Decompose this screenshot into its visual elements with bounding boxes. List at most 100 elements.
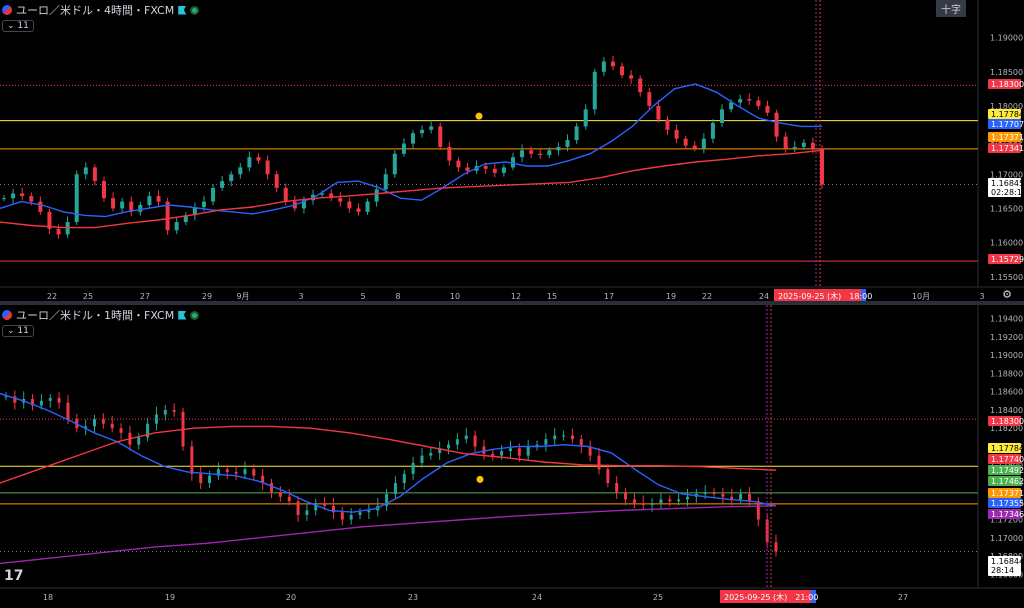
candle-body <box>320 193 325 195</box>
candle-body <box>526 446 530 456</box>
candle-body <box>129 201 134 212</box>
candle-body <box>243 469 247 474</box>
candle-body <box>220 181 225 188</box>
candle-body <box>703 492 707 494</box>
price-tick-label: 1.16500 <box>990 204 1023 213</box>
event-marker-icon <box>476 475 484 483</box>
candle-body <box>747 99 752 101</box>
time-badge-label: 2025-09-25 (木) 21:00 <box>724 592 818 602</box>
pane-divider[interactable] <box>0 301 1024 305</box>
candle-body <box>163 409 167 415</box>
top-chart-panel[interactable]: 1.155001.160001.165001.170001.175001.180… <box>0 0 1024 301</box>
candle-body <box>411 133 415 144</box>
candle-body <box>13 396 17 403</box>
candle-body <box>172 409 176 412</box>
chart-1h[interactable]: 1.166001.168001.170001.172001.174001.176… <box>0 305 1024 608</box>
price-axis-badge <box>988 119 1021 129</box>
candle-body <box>574 126 579 141</box>
time-tick-label: 19 <box>165 593 175 602</box>
bookmark-icon[interactable] <box>178 310 187 320</box>
time-badge <box>720 590 811 603</box>
price-axis-badge <box>988 476 1021 486</box>
candle-body <box>74 174 79 223</box>
candle-body <box>447 444 451 449</box>
candle-body <box>347 201 352 209</box>
volume-toggle[interactable]: ⌄ 11 <box>2 325 34 337</box>
candle-body <box>296 501 300 515</box>
candle-body <box>465 167 470 171</box>
settings-icon[interactable]: ⚙ <box>1002 288 1012 301</box>
candle-body <box>647 92 652 106</box>
chart-title[interactable]: ユーロ／米ドル・1時間・FXCM <box>16 309 175 322</box>
candle-body <box>323 503 327 506</box>
time-badge <box>774 289 861 301</box>
time-tick-label: 12 <box>511 292 521 301</box>
price-tick-label: 1.18000 <box>990 102 1023 111</box>
candle-body <box>529 150 534 154</box>
candle-body <box>402 473 406 484</box>
candle-body <box>329 193 334 199</box>
candle-body <box>482 446 486 454</box>
candle-body <box>138 205 143 212</box>
candle-body <box>438 448 442 453</box>
candle-body <box>538 153 543 156</box>
candle-body <box>287 496 291 502</box>
bottom-chart-panel[interactable]: 1.166001.168001.170001.172001.174001.176… <box>0 305 1024 608</box>
time-tick-label: 9月 <box>236 292 249 301</box>
candle-body <box>120 201 125 209</box>
candle-body <box>632 499 636 504</box>
time-tick-label: 5 <box>360 292 365 301</box>
price-tick-label: 1.17000 <box>990 534 1023 543</box>
candle-body <box>429 126 434 130</box>
candle-body <box>156 196 161 202</box>
candle-body <box>491 453 495 456</box>
candle-body <box>774 542 778 552</box>
moving-average-line <box>0 505 777 565</box>
time-badge-edge <box>861 289 866 301</box>
candle-body <box>338 198 343 202</box>
candle-body <box>48 398 52 401</box>
candle-body <box>201 201 206 208</box>
candle-body <box>656 105 661 120</box>
price-axis-badge-label: 1.17371 <box>991 133 1024 142</box>
symbol-flag-icon <box>2 5 12 15</box>
candle-body <box>588 446 592 456</box>
price-axis-badge <box>988 109 1021 119</box>
candle-body <box>650 503 654 505</box>
candle-body <box>547 150 552 156</box>
price-axis-badge <box>988 454 1021 464</box>
volume-toggle[interactable]: ⌄ 11 <box>2 20 34 32</box>
candle-body <box>137 437 141 445</box>
crosshair-button[interactable]: 十字 <box>936 0 966 17</box>
time-tick-label: 24 <box>759 292 769 301</box>
time-badge-label: 2025-09-25 (木) 18:00 <box>778 291 872 301</box>
price-tick-label: 1.19000 <box>990 34 1023 43</box>
chart-header: ユーロ／米ドル・4時間・FXCM <box>2 2 200 18</box>
candle-body <box>252 469 256 476</box>
price-tick-label: 1.19400 <box>990 315 1023 324</box>
price-tick-label: 1.18400 <box>990 406 1023 415</box>
candle-body <box>101 181 106 199</box>
candle-body <box>429 452 433 456</box>
candle-body <box>674 129 679 139</box>
candle-body <box>31 399 35 406</box>
chart-4h[interactable]: 1.155001.160001.165001.170001.175001.180… <box>0 0 1024 301</box>
candle-body <box>392 153 397 175</box>
bookmark-icon[interactable] <box>178 5 187 15</box>
candle-body <box>411 462 415 474</box>
candle-body <box>111 198 116 209</box>
price-tick-label: 1.18800 <box>990 369 1023 378</box>
candle-body <box>473 435 477 447</box>
candle-body <box>665 119 670 130</box>
candle-body <box>93 419 97 427</box>
chart-title[interactable]: ユーロ／米ドル・4時間・FXCM <box>16 4 175 17</box>
candle-body <box>119 428 123 433</box>
candle-body <box>641 503 645 505</box>
candle-body <box>721 493 725 497</box>
candle-body <box>508 448 512 452</box>
price-axis-badge <box>988 132 1021 142</box>
candle-body <box>358 512 362 515</box>
candle-body <box>629 75 634 79</box>
time-tick-label: 10月 <box>912 292 930 301</box>
candle-body <box>183 215 188 223</box>
